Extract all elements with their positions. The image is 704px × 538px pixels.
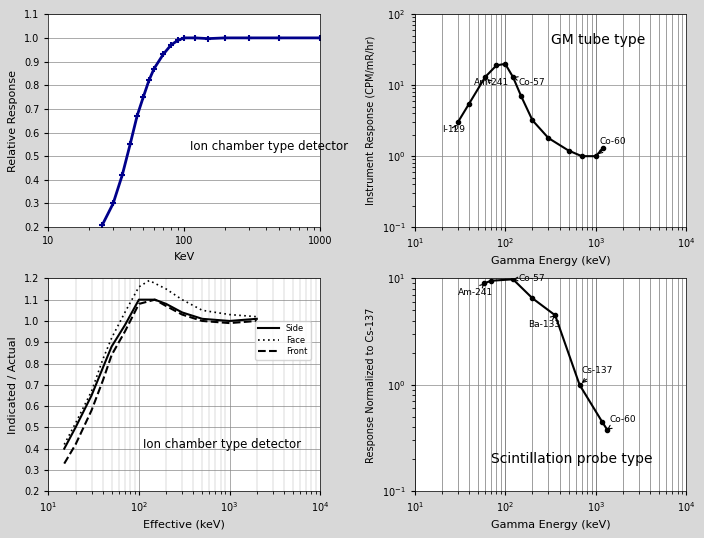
Text: Co-60: Co-60 bbox=[608, 415, 636, 429]
Line: Side: Side bbox=[64, 300, 257, 449]
Side bbox=[162, 301, 170, 307]
Side bbox=[120, 322, 129, 328]
Text: Co-57: Co-57 bbox=[514, 77, 545, 87]
Y-axis label: Instrument Response (CPM/mR/hr): Instrument Response (CPM/mR/hr) bbox=[366, 36, 376, 206]
Face bbox=[178, 296, 187, 303]
Front bbox=[225, 320, 234, 327]
Front bbox=[99, 377, 107, 384]
Side bbox=[60, 445, 68, 452]
Side bbox=[134, 296, 143, 303]
Side bbox=[151, 296, 159, 303]
Side bbox=[253, 316, 261, 322]
Y-axis label: Indicated / Actual: Indicated / Actual bbox=[8, 336, 18, 434]
Text: Am-241: Am-241 bbox=[474, 78, 509, 87]
Front bbox=[151, 296, 159, 303]
Text: Co-60: Co-60 bbox=[599, 137, 626, 153]
Side bbox=[71, 424, 80, 430]
Face bbox=[162, 286, 170, 292]
Text: Am-241: Am-241 bbox=[458, 284, 493, 297]
Face bbox=[60, 441, 68, 448]
Front bbox=[87, 407, 96, 414]
X-axis label: Gamma Energy (keV): Gamma Energy (keV) bbox=[491, 256, 610, 266]
Face bbox=[71, 420, 80, 427]
X-axis label: Effective (keV): Effective (keV) bbox=[144, 520, 225, 530]
Legend: Side, Face, Front: Side, Face, Front bbox=[255, 321, 310, 359]
Text: Ion chamber type detector: Ion chamber type detector bbox=[144, 438, 301, 451]
Text: I-129: I-129 bbox=[442, 125, 465, 134]
Front bbox=[108, 352, 116, 358]
Line: Front: Front bbox=[64, 300, 257, 464]
Front bbox=[71, 441, 80, 448]
Text: Ion chamber type detector: Ion chamber type detector bbox=[189, 140, 348, 153]
Face bbox=[253, 314, 261, 320]
Y-axis label: Response Normalized to Cs-137: Response Normalized to Cs-137 bbox=[366, 307, 376, 463]
X-axis label: Gamma Energy (keV): Gamma Energy (keV) bbox=[491, 520, 610, 530]
Front bbox=[253, 318, 261, 324]
Front bbox=[178, 312, 187, 318]
Line: Face: Face bbox=[64, 280, 257, 444]
Front bbox=[120, 328, 129, 335]
Face bbox=[198, 307, 206, 314]
Face bbox=[87, 388, 96, 394]
Side bbox=[108, 343, 116, 350]
Face bbox=[134, 284, 143, 290]
Face bbox=[108, 335, 116, 341]
Face bbox=[145, 277, 153, 284]
Face bbox=[99, 356, 107, 363]
Front bbox=[162, 303, 170, 309]
Text: Ba-133: Ba-133 bbox=[528, 315, 560, 329]
Text: Cs-137: Cs-137 bbox=[582, 366, 613, 383]
Side bbox=[87, 392, 96, 399]
Side bbox=[99, 365, 107, 371]
Front bbox=[198, 318, 206, 324]
Text: GM tube type: GM tube type bbox=[551, 33, 645, 47]
Face bbox=[225, 312, 234, 318]
Front bbox=[60, 461, 68, 467]
Face bbox=[120, 309, 129, 316]
X-axis label: KeV: KeV bbox=[174, 252, 195, 261]
Front bbox=[134, 301, 143, 307]
Side bbox=[198, 316, 206, 322]
Side bbox=[225, 318, 234, 324]
Side bbox=[178, 309, 187, 316]
Text: Scintillation probe type: Scintillation probe type bbox=[491, 452, 652, 466]
Text: Co-57: Co-57 bbox=[514, 274, 545, 283]
Y-axis label: Relative Response: Relative Response bbox=[8, 70, 18, 172]
